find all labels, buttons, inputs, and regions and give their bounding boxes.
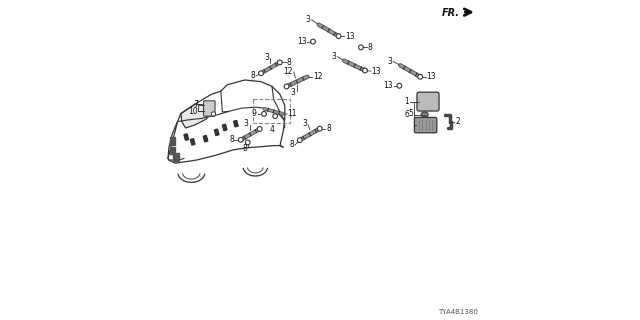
Circle shape — [398, 85, 401, 87]
Text: 3: 3 — [387, 57, 392, 66]
Text: 3: 3 — [305, 15, 310, 24]
Bar — [204, 135, 208, 142]
Circle shape — [278, 61, 281, 64]
Circle shape — [360, 46, 362, 49]
Text: 9: 9 — [252, 109, 256, 118]
Polygon shape — [181, 104, 211, 128]
Circle shape — [246, 141, 249, 144]
Circle shape — [397, 84, 402, 88]
Circle shape — [259, 71, 263, 76]
Circle shape — [284, 84, 289, 89]
Text: 5: 5 — [408, 109, 413, 118]
Text: 12: 12 — [313, 72, 323, 81]
Text: 2: 2 — [455, 117, 460, 126]
Text: 6: 6 — [404, 110, 410, 119]
Bar — [191, 139, 195, 145]
Circle shape — [260, 72, 262, 75]
Circle shape — [364, 69, 366, 72]
Circle shape — [257, 127, 262, 131]
Bar — [234, 120, 238, 127]
Text: 13: 13 — [297, 37, 307, 46]
Circle shape — [359, 45, 364, 50]
Circle shape — [418, 75, 422, 79]
Circle shape — [299, 139, 301, 141]
Circle shape — [246, 140, 250, 145]
Circle shape — [317, 126, 322, 131]
Text: 12: 12 — [283, 67, 292, 76]
Circle shape — [419, 76, 421, 78]
Text: 7: 7 — [193, 100, 198, 109]
Circle shape — [259, 128, 260, 130]
Text: 11: 11 — [288, 109, 297, 118]
Circle shape — [240, 139, 242, 141]
Circle shape — [239, 138, 243, 142]
Circle shape — [263, 113, 265, 115]
Text: 8: 8 — [243, 144, 247, 153]
Text: 8: 8 — [326, 124, 331, 133]
Text: FR.: FR. — [442, 8, 460, 18]
Text: TYA4B1380: TYA4B1380 — [438, 309, 477, 315]
Circle shape — [273, 114, 278, 118]
Text: 1: 1 — [404, 97, 409, 106]
Circle shape — [337, 35, 340, 37]
Text: 3: 3 — [332, 52, 337, 61]
Bar — [170, 137, 175, 145]
FancyBboxPatch shape — [415, 117, 437, 133]
Circle shape — [211, 112, 215, 116]
FancyBboxPatch shape — [417, 92, 439, 111]
Text: 8: 8 — [286, 58, 291, 67]
Bar — [214, 129, 219, 135]
Text: 13: 13 — [345, 32, 355, 41]
Circle shape — [274, 115, 276, 117]
Text: 4: 4 — [269, 125, 275, 134]
Text: 3: 3 — [291, 88, 296, 97]
Ellipse shape — [421, 112, 428, 117]
Bar — [173, 153, 179, 161]
Circle shape — [312, 41, 314, 43]
Text: 8: 8 — [368, 43, 372, 52]
Circle shape — [285, 85, 287, 88]
Circle shape — [337, 34, 341, 38]
Circle shape — [298, 138, 302, 142]
Text: 8: 8 — [289, 140, 294, 149]
Circle shape — [311, 39, 315, 44]
FancyBboxPatch shape — [204, 101, 215, 116]
Bar — [170, 147, 175, 154]
Circle shape — [212, 113, 214, 115]
Circle shape — [278, 60, 282, 65]
Text: 10: 10 — [188, 107, 198, 116]
Bar — [223, 124, 227, 131]
Text: 3: 3 — [302, 119, 307, 128]
Text: 13: 13 — [427, 72, 436, 81]
Text: 3: 3 — [264, 53, 269, 62]
Text: 13: 13 — [371, 67, 381, 76]
Text: 8: 8 — [250, 71, 255, 80]
Bar — [253, 99, 290, 123]
Bar — [184, 134, 189, 140]
Circle shape — [319, 127, 321, 130]
Text: 13: 13 — [383, 81, 393, 90]
Circle shape — [262, 112, 266, 116]
Text: 8: 8 — [229, 135, 234, 144]
Circle shape — [363, 68, 367, 73]
Text: 3: 3 — [244, 119, 248, 128]
